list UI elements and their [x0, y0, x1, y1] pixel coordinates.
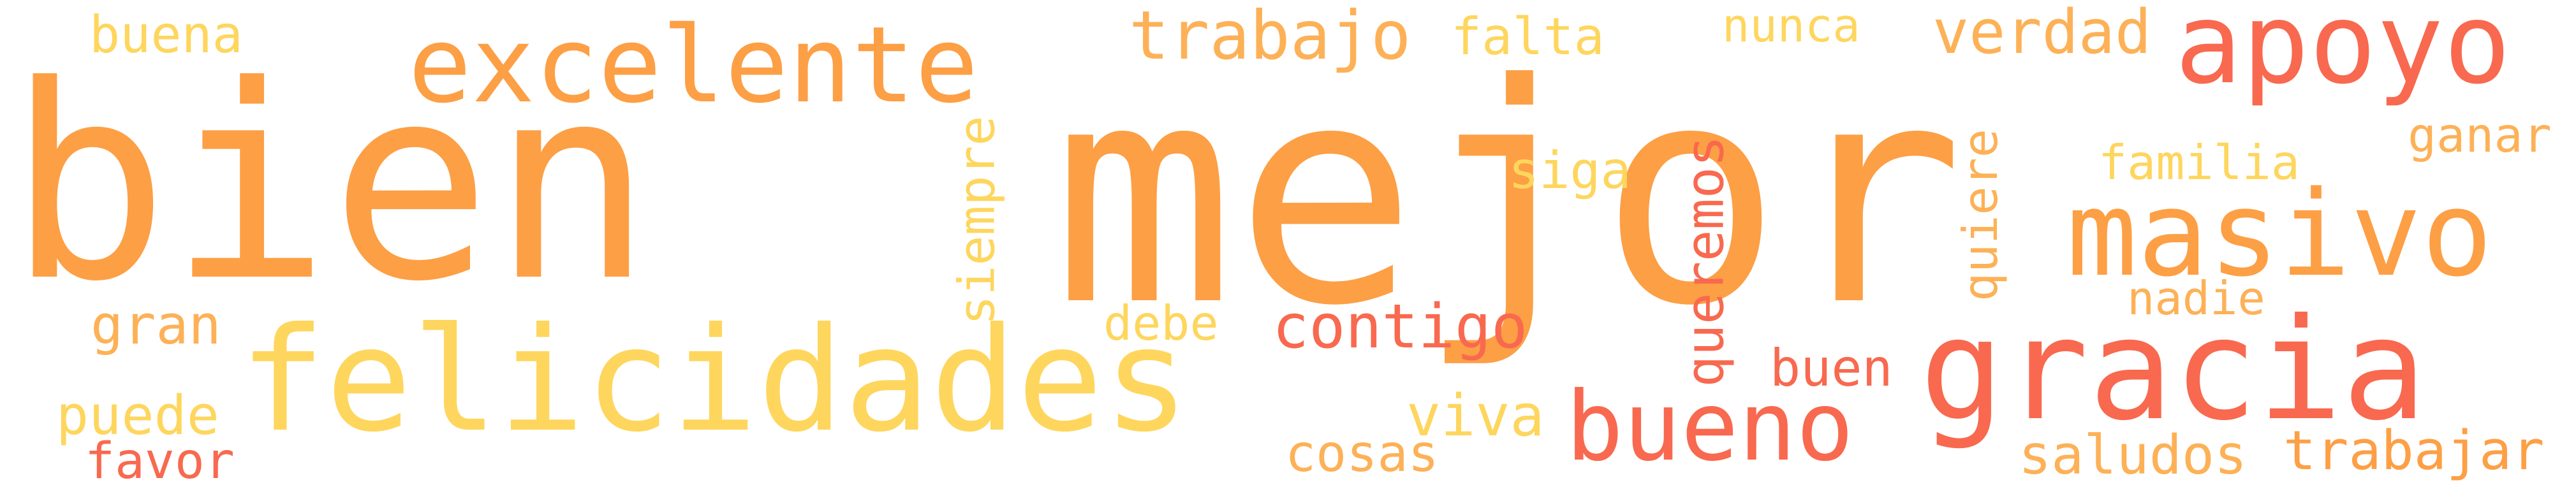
word-apoyo: apoyo [2175, 0, 2511, 109]
word-mejor: mejor [1052, 20, 1964, 372]
word-queremos: queremos [1675, 135, 1736, 388]
word-familia: familia [2098, 134, 2300, 191]
word-bueno: bueno [1566, 372, 1854, 483]
word-bien: bien [8, 29, 653, 340]
word-contigo: contigo [1272, 292, 1528, 362]
word-ganar: ganar [2408, 107, 2552, 163]
word-nunca: nunca [1722, 0, 1860, 52]
word-trabajar: trabajar [2283, 419, 2545, 483]
word-debe: debe [1103, 295, 1219, 351]
word-felicidades: felicidades [239, 297, 1190, 464]
word-viva: viva [1406, 382, 1545, 449]
word-trabajo: trabajo [1129, 0, 1411, 75]
word-gran: gran [91, 294, 221, 357]
word-nadie: nadie [2127, 272, 2265, 325]
word-quiere: quiere [1952, 129, 2008, 301]
word-puede: puede [56, 384, 219, 447]
word-excelente: excelente [408, 4, 979, 126]
word-saludos: saludos [2019, 424, 2248, 487]
word-buen: buen [1770, 338, 1893, 398]
word-gracia: gracia [1920, 288, 2427, 451]
word-masivo: masivo [2066, 165, 2493, 303]
word-verdad: verdad [1932, 0, 2152, 68]
word-falta: falta [1451, 7, 1605, 66]
word-buena: buena [89, 5, 243, 64]
word-siempre: siempre [948, 115, 1006, 326]
word-cosas: cosas [1285, 424, 1439, 483]
word-siga: siga [1508, 141, 1631, 200]
word-favor: favor [85, 433, 235, 490]
